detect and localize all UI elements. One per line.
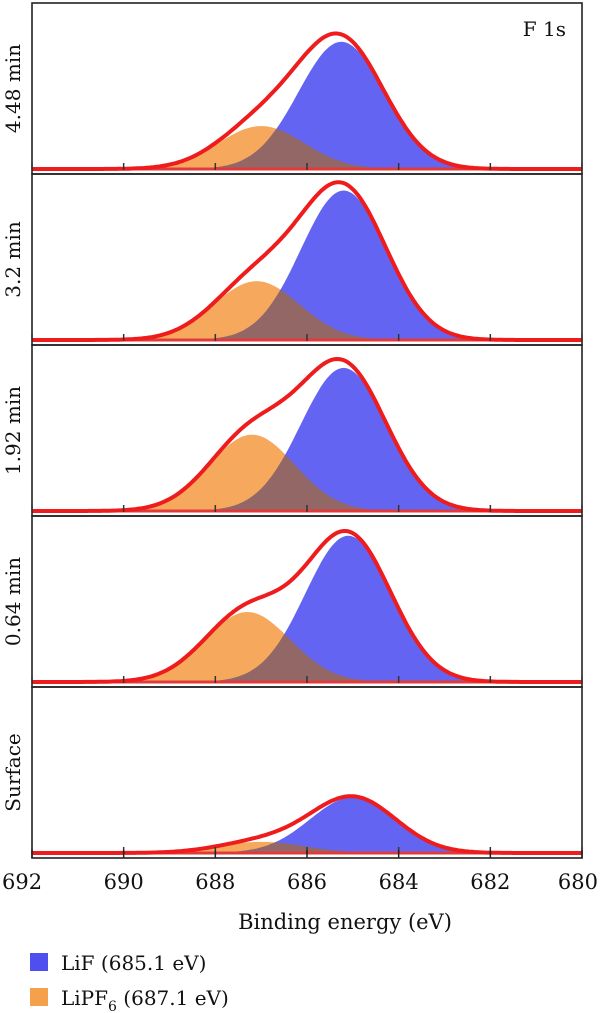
lif-component-area [32, 190, 582, 340]
x-axis-label: Binding energy (eV) [238, 910, 452, 934]
x-tick-label: 690 [104, 870, 144, 894]
component-overlap-area [32, 129, 582, 169]
legend-swatch [30, 953, 48, 971]
panel-0: 4.48 min [1, 2, 583, 175]
panel-label: 3.2 min [1, 221, 25, 298]
component-overlap-area [32, 634, 582, 682]
lif-component-area [32, 797, 582, 853]
legend-label: LiF (685.1 eV) [61, 951, 206, 975]
panel-1: 3.2 min [1, 173, 583, 346]
legend: LiF (685.1 eV) LiPF6 (687.1 eV) [30, 951, 229, 1013]
lif-component-area [32, 41, 582, 169]
panel-label: 1.92 min [1, 386, 25, 475]
panels-layer: 4.48 min 3.2 min 1.92 min 0.64 min Surface [1, 2, 583, 859]
lif-component-area [32, 367, 582, 511]
x-tick-label: 688 [195, 870, 235, 894]
component-overlap-area [32, 455, 582, 511]
panel-4: Surface [1, 686, 583, 859]
panel-label: 0.64 min [1, 557, 25, 646]
panel-3: 0.64 min [1, 515, 583, 688]
x-tick-label: 692 [2, 870, 42, 894]
x-tick-label: 686 [287, 870, 327, 894]
x-tick-label: 680 [558, 870, 598, 894]
panel-label: 4.48 min [1, 44, 25, 133]
lif-component-area [32, 535, 582, 682]
spectrum-annotation: F 1s [523, 17, 566, 41]
x-tick-label: 682 [470, 870, 510, 894]
panel-2: 1.92 min [1, 344, 583, 517]
legend-label: LiPF6 (687.1 eV) [61, 986, 229, 1013]
component-overlap-area [32, 290, 582, 340]
x-axis: 692 690 688 686 684 682 680 [2, 850, 598, 894]
legend-swatch [30, 988, 48, 1006]
x-tick-label: 684 [379, 870, 419, 894]
panel-label: Surface [1, 733, 25, 812]
